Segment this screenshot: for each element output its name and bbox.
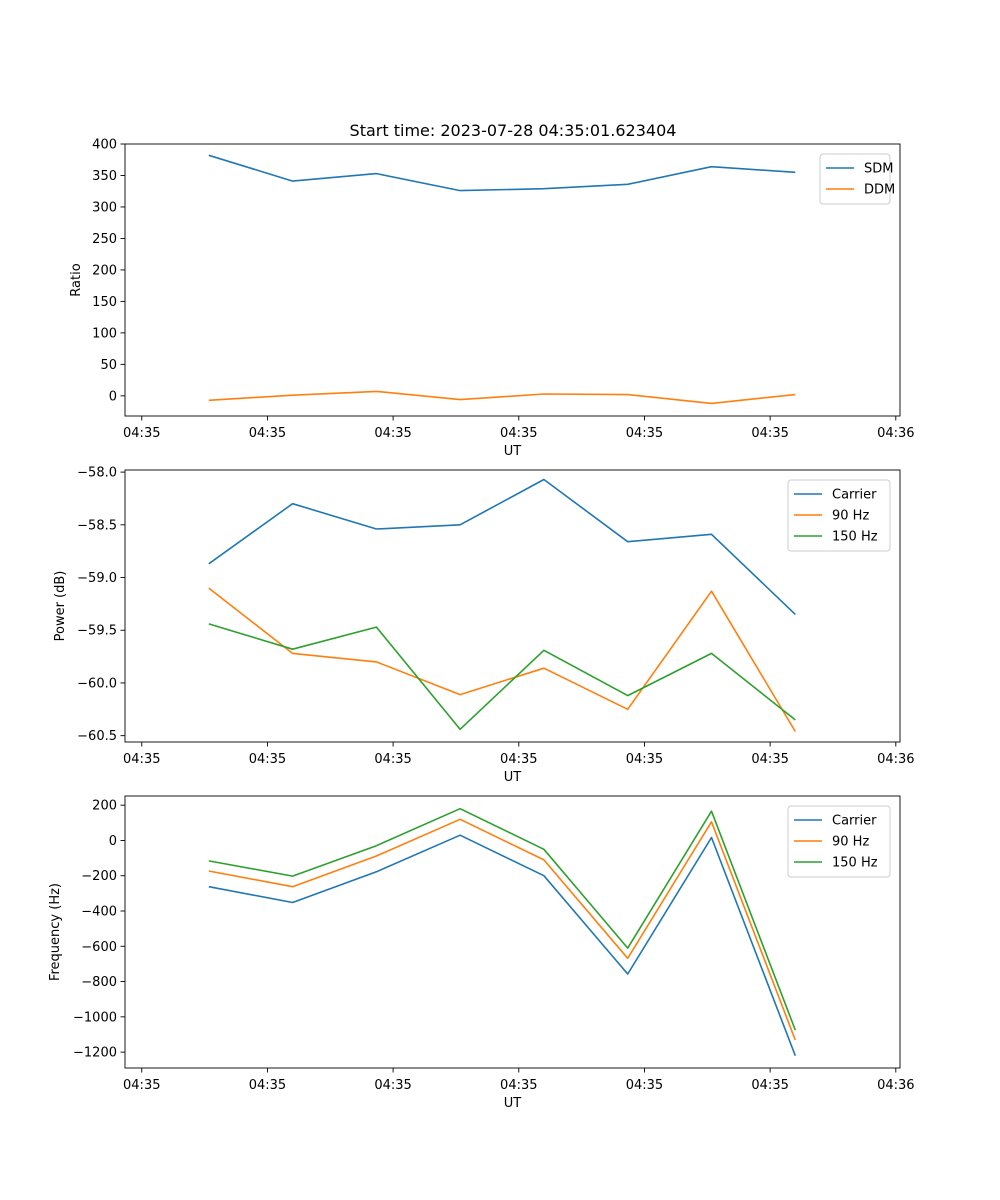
ratio-y-tick-label: 300 [92,200,117,215]
ratio-y-tick-label: 200 [92,263,117,278]
frequency-y-tick-label: −600 [81,940,117,955]
power-x-tick-label: 04:36 [877,752,914,767]
ratio-series-ddm [208,390,796,405]
ratio-y-tick-label: 100 [92,326,117,341]
frequency-series-150-hz [208,807,797,1031]
ratio-x-tick-label: 04:36 [877,426,914,441]
ratio-y-tick-label: 350 [92,169,117,184]
frequency-x-tick-label: 04:36 [877,1078,914,1093]
frequency-y-tick-label: −400 [81,905,117,920]
power-x-tick-label: 04:35 [249,752,286,767]
power-x-tick-label: 04:35 [374,752,411,767]
frequency-x-tick-label: 04:35 [249,1078,286,1093]
power-y-tick-label: −59.5 [77,624,117,639]
frequency-x-tick-label: 04:35 [123,1078,160,1093]
frequency-y-tick-label: −800 [81,975,117,990]
frequency-x-tick-label: 04:35 [626,1078,663,1093]
ratio-y-tick-label: 400 [92,138,117,153]
frequency-x-tick-label: 04:35 [751,1078,788,1093]
frequency-x-tick-label: 04:35 [374,1078,411,1093]
power-x-tick-label: 04:35 [500,752,537,767]
power-y-axis-label: Power (dB) [53,571,68,642]
power-x-tick-label: 04:35 [751,752,788,767]
power-series-150-hz [208,623,796,731]
panel-ratio: 04:35 04:35 04:35 04:35 04:35 04:35 04:36 0 50 10… [69,138,915,460]
power-y-tick-label: −60.5 [77,729,117,744]
power-x-axis-label: UT [504,770,522,785]
ratio-x-tick-label: 04:35 [751,426,788,441]
frequency-y-tick-label: 200 [92,799,117,814]
frequency-legend [787,805,891,878]
power-y-tick-label: −58.5 [77,518,117,533]
ratio-legend-label: DDM [864,183,895,198]
ratio-y-tick-label: 250 [92,232,117,247]
ratio-legend-label: SDM [864,162,893,177]
power-y-tick-label: −59.0 [77,571,117,586]
frequency-legend-label: 90 Hz [832,835,869,850]
frequency-legend-label: 150 Hz [832,856,878,871]
panel-power: 04:35 04:35 04:35 04:35 04:35 04:35 04:36 −60.5… [53,466,915,785]
ratio-x-axis-label: UT [504,444,522,459]
power-y-tick-label: −60.0 [77,676,117,691]
figure-title: Start time: 2023-07-28 04:35:01.623404 [350,121,677,140]
ratio-y-tick-label: 150 [92,295,117,310]
ratio-y-tick-label: 0 [109,389,117,404]
ratio-x-tick-label: 04:35 [249,426,286,441]
power-legend-label: 90 Hz [832,509,869,524]
ratio-series-sdm [208,154,796,192]
ratio-legend [819,153,891,205]
frequency-x-axis-label: UT [504,1096,522,1111]
power-legend-label: 150 Hz [832,530,878,545]
ratio-x-tick-label: 04:35 [500,426,537,441]
frequency-x-tick-label: 04:35 [500,1078,537,1093]
frequency-series-90-hz [208,818,797,1041]
power-legend [787,479,891,552]
ratio-x-tick-label: 04:35 [123,426,160,441]
power-y-tick-label: −58.0 [77,466,117,481]
power-x-tick-label: 04:35 [123,752,160,767]
power-x-tick-label: 04:35 [626,752,663,767]
ratio-x-tick-label: 04:35 [374,426,411,441]
ratio-y-tick-label: 50 [100,358,117,373]
ratio-y-axis-label: Ratio [69,263,84,296]
ratio-x-tick-label: 04:35 [626,426,663,441]
power-axes-frame [124,469,901,743]
frequency-series-carrier [208,834,797,1056]
frequency-y-tick-label: −1000 [73,1010,117,1025]
panel-frequency: 04:35 04:35 04:35 04:35 04:35 04:35 04:36 −1200… [48,795,915,1111]
frequency-y-tick-label: −200 [81,869,117,884]
frequency-y-tick-label: −1200 [73,1046,117,1061]
power-series-carrier [208,478,796,615]
ratio-axes-frame [124,143,901,417]
frequency-axes-frame [124,795,901,1069]
frequency-y-tick-label: 0 [109,834,117,849]
frequency-legend-label: Carrier [832,814,877,829]
power-legend-label: Carrier [832,488,877,503]
frequency-y-axis-label: Frequency (Hz) [48,883,63,981]
power-series-90-hz [208,587,796,732]
